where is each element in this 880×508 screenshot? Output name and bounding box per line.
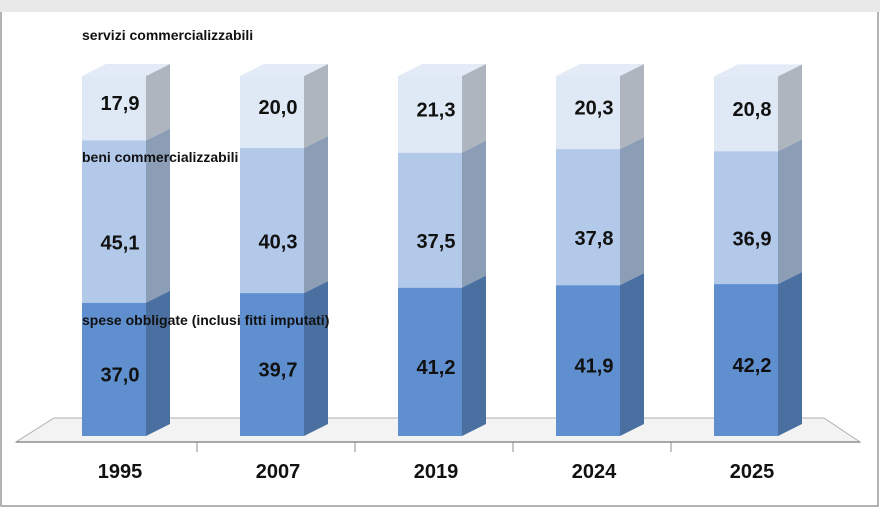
series-label-goods: beni commercializzabili bbox=[82, 149, 238, 165]
bar-top-services-2025 bbox=[714, 64, 802, 77]
bar-top-services-1995 bbox=[82, 64, 170, 76]
value-label-goods-2019: 37,5 bbox=[417, 231, 456, 253]
bar-stack-2025 bbox=[714, 64, 802, 436]
bar-goods-2019 bbox=[398, 152, 462, 288]
value-label-services-2007: 20,0 bbox=[259, 97, 298, 119]
value-label-goods-2007: 40,3 bbox=[259, 232, 298, 254]
bar-side-fixed-2024 bbox=[620, 273, 644, 436]
bar-side-fixed-2025 bbox=[778, 272, 802, 436]
value-label-fixed-2025: 42,2 bbox=[733, 355, 772, 377]
value-label-services-2025: 20,8 bbox=[733, 99, 772, 121]
bar-top-services-2024 bbox=[556, 64, 644, 76]
bar-side-goods-2019 bbox=[462, 140, 486, 288]
value-label-services-1995: 17,9 bbox=[101, 93, 140, 115]
bar-side-services-2007 bbox=[304, 64, 328, 148]
bar-top-services-2019 bbox=[398, 64, 486, 76]
bar-side-services-2019 bbox=[462, 64, 486, 153]
bar-services-2025 bbox=[714, 76, 778, 152]
bar-side-services-2024 bbox=[620, 64, 644, 150]
bar-goods-2025 bbox=[714, 151, 778, 285]
bar-stack-2019 bbox=[398, 64, 486, 436]
bar-side-goods-2007 bbox=[304, 136, 328, 294]
header-strip bbox=[0, 0, 880, 12]
bar-side-goods-2024 bbox=[620, 137, 644, 286]
bar-goods-1995 bbox=[82, 140, 146, 303]
bar-fixed-2007 bbox=[240, 293, 304, 436]
x-tick-label-1995: 1995 bbox=[98, 461, 143, 483]
bars-group bbox=[82, 64, 802, 436]
bar-fixed-2024 bbox=[556, 285, 620, 436]
value-label-goods-2024: 37,8 bbox=[575, 228, 614, 250]
bar-top-services-2007 bbox=[240, 64, 328, 76]
series-label-services: servizi commercializzabili bbox=[82, 27, 253, 43]
series-label-fixed: spese obbligate (inclusi fitti imputati) bbox=[82, 312, 329, 328]
bar-side-fixed-2019 bbox=[462, 275, 486, 436]
bar-side-goods-2025 bbox=[778, 139, 802, 285]
bar-fixed-2025 bbox=[714, 284, 778, 436]
bar-goods-2024 bbox=[556, 149, 620, 286]
bar-fixed-2019 bbox=[398, 287, 462, 436]
value-label-services-2024: 20,3 bbox=[575, 98, 614, 120]
bar-services-2024 bbox=[556, 76, 620, 150]
bar-services-1995 bbox=[82, 76, 146, 141]
bar-stack-2007 bbox=[240, 64, 328, 436]
x-tick-label-2019: 2019 bbox=[414, 461, 459, 483]
x-tick-label-2007: 2007 bbox=[256, 461, 301, 483]
x-tick-label-2025: 2025 bbox=[730, 461, 775, 483]
value-label-fixed-1995: 37,0 bbox=[101, 364, 140, 386]
bar-stack-1995 bbox=[82, 64, 170, 436]
value-label-goods-1995: 45,1 bbox=[101, 233, 140, 255]
bar-fixed-1995 bbox=[82, 302, 146, 436]
x-tick-label-2024: 2024 bbox=[572, 461, 617, 483]
value-label-fixed-2007: 39,7 bbox=[259, 360, 298, 382]
x-axis: 1995 2007 2019 2024 2025 bbox=[98, 442, 775, 483]
bar-side-fixed-2007 bbox=[304, 281, 328, 436]
bar-services-2019 bbox=[398, 76, 462, 153]
value-label-fixed-2024: 41,9 bbox=[575, 356, 614, 378]
value-label-services-2019: 21,3 bbox=[417, 99, 456, 121]
bar-side-services-2025 bbox=[778, 64, 802, 152]
bar-stack-2024 bbox=[556, 64, 644, 436]
value-label-goods-2025: 36,9 bbox=[733, 229, 772, 251]
bar-services-2007 bbox=[240, 76, 304, 148]
bar-side-services-1995 bbox=[146, 64, 170, 141]
bar-side-fixed-1995 bbox=[146, 290, 170, 436]
bar-goods-2007 bbox=[240, 148, 304, 294]
bar-side-goods-1995 bbox=[146, 128, 170, 303]
series-labels-group: spese obbligate (inclusi fitti imputati)… bbox=[82, 27, 329, 328]
value-labels-group: 37,0 45,1 17,9 39,7 40,3 20,0 41,2 37,5 21,3 41,9… bbox=[101, 93, 772, 386]
value-label-fixed-2019: 41,2 bbox=[417, 357, 456, 379]
